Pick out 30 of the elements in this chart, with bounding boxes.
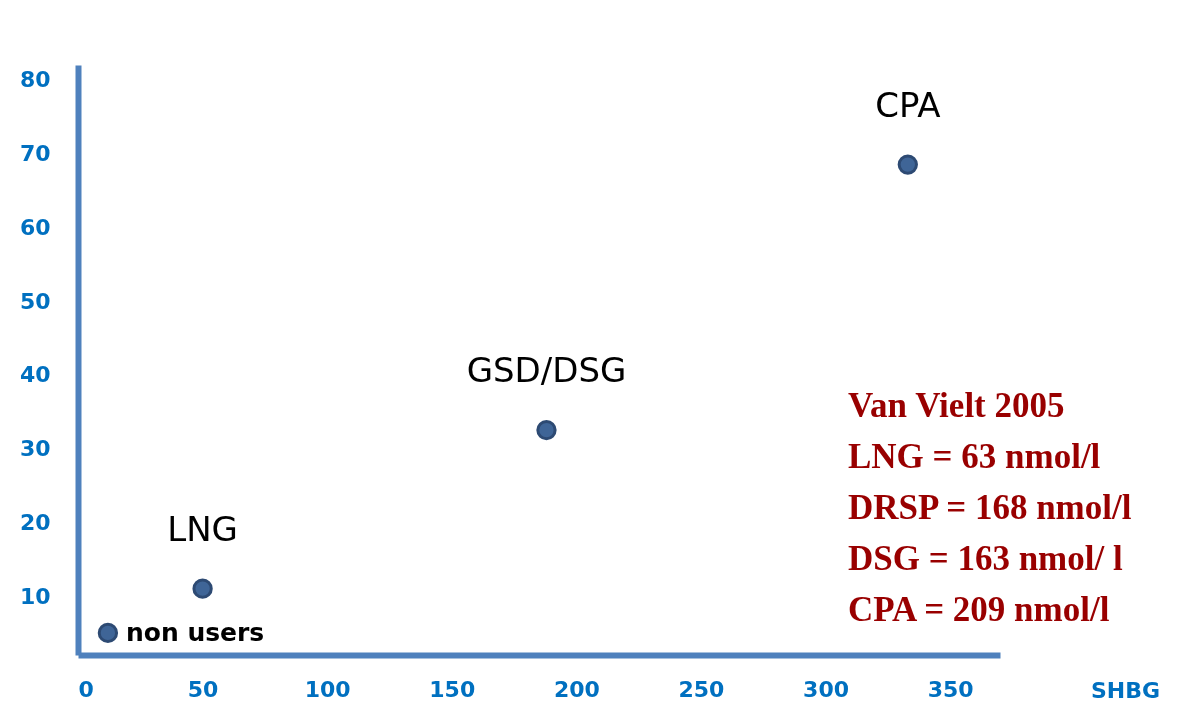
x-tick-label: 250 <box>678 676 725 702</box>
x-tick-label: 150 <box>429 676 476 702</box>
x-tick-label: 100 <box>304 676 351 702</box>
annotation: DRSP = 168 nmol/l <box>848 488 1132 527</box>
point <box>192 578 213 599</box>
annotation: non users <box>125 617 265 647</box>
point <box>536 419 557 441</box>
x-tick-label: 200 <box>553 676 600 702</box>
x-tick-label: 300 <box>803 676 850 702</box>
y-tick-label: 40 <box>19 362 51 388</box>
annotation: GSD/DSG <box>466 350 627 391</box>
annotation: Van Vielt 2005 <box>848 386 1065 425</box>
annotation: LNG <box>167 508 238 549</box>
point <box>97 622 119 644</box>
y-tick-label: 60 <box>19 214 51 240</box>
x-axis-title: SHBG <box>1090 677 1161 703</box>
x-tick-label: 0 <box>78 676 94 702</box>
annotation: CPA <box>875 84 941 125</box>
y-tick-label: 80 <box>19 67 51 93</box>
y-tick-label: 50 <box>19 288 51 314</box>
y-tick-label: 70 <box>19 141 51 166</box>
y-tick-label: 20 <box>19 509 51 535</box>
annotation: LNG = 63 nmol/l <box>848 437 1101 476</box>
x-tick-label: 50 <box>187 676 219 702</box>
x-tick-label: 350 <box>927 676 974 702</box>
annotation: DSG = 163 nmol/ l <box>848 539 1123 578</box>
annotation: CPA = 209 nmol/l <box>848 590 1110 629</box>
y-tick-label: 30 <box>19 436 51 461</box>
y-tick-label: 10 <box>19 583 51 609</box>
point <box>897 154 918 175</box>
